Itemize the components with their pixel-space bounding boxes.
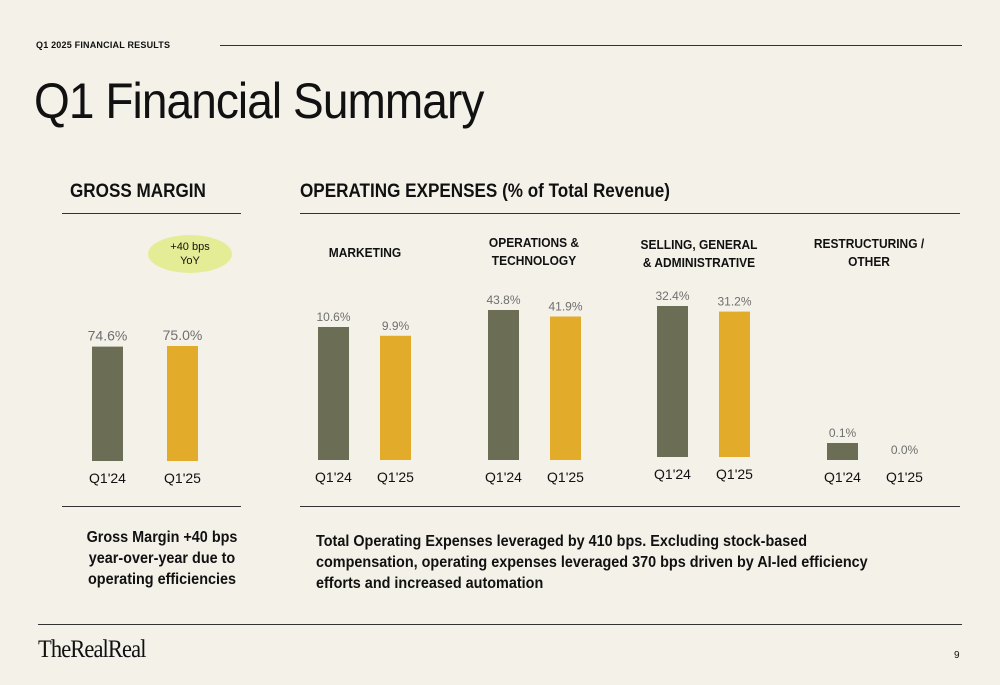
sga-heading: SELLING, GENERAL & ADMINISTRATIVE (621, 236, 777, 272)
category-label-2-1: Q1'25 (547, 469, 584, 485)
sga-heading-line2: & ADMINISTRATIVE (642, 255, 756, 270)
bar-3-0 (657, 306, 688, 457)
bar-0-0 (92, 346, 123, 461)
badge-change: +40 bps (170, 241, 210, 253)
restructuring-heading: RESTRUCTURING / OTHER (791, 235, 947, 271)
data-label-3-0: 32.4% (655, 289, 689, 303)
page-number: 9 (954, 650, 960, 661)
bar-0-1 (167, 346, 198, 461)
data-label-1-1: 9.9% (382, 319, 410, 333)
opex-heading-rule (300, 213, 960, 214)
category-label-1-1: Q1'25 (377, 469, 414, 485)
marketing-heading: MARKETING (328, 245, 402, 260)
header-rule (220, 45, 962, 46)
sga-heading-line1: SELLING, GENERAL (640, 237, 758, 252)
restructuring-heading-line2: OTHER (848, 254, 890, 269)
gross-margin-note: Gross Margin +40 bps year-over-year due … (86, 529, 238, 588)
company-logo: TheRealReal (38, 636, 146, 663)
bar-2-1 (550, 316, 581, 460)
gross-margin-heading: GROSS MARGIN (70, 181, 206, 202)
category-label-1-0: Q1'24 (315, 469, 352, 485)
category-label-3-0: Q1'24 (654, 466, 691, 482)
bar-2-0 (488, 310, 519, 460)
gross-margin-heading-rule (62, 213, 241, 214)
footer-rule (38, 624, 962, 625)
data-label-1-0: 10.6% (316, 310, 350, 324)
category-label-3-1: Q1'25 (716, 466, 753, 482)
data-label-0-0: 74.6% (88, 328, 128, 344)
gross-margin-yoy-badge: +40 bps YoY (148, 235, 232, 273)
page-title: Q1 Financial Summary (34, 73, 484, 129)
bar-3-1 (719, 311, 750, 457)
report-kicker: Q1 2025 FINANCIAL RESULTS (36, 40, 171, 50)
ops-tech-heading-line1: OPERATIONS & (488, 235, 580, 250)
category-label-0-1: Q1'25 (164, 470, 201, 486)
opex-heading: OPERATING EXPENSES (% of Total Revenue) (300, 181, 670, 202)
restructuring-heading-line1: RESTRUCTURING / (813, 236, 925, 251)
gross-margin-bottom-rule (62, 506, 241, 507)
opex-note: Total Operating Expenses leveraged by 41… (316, 533, 868, 592)
opex-bottom-rule (300, 506, 960, 507)
data-label-4-0: 0.1% (829, 426, 857, 440)
data-label-2-0: 43.8% (486, 293, 520, 307)
bar-1-1 (380, 335, 411, 460)
data-label-3-1: 31.2% (717, 295, 751, 309)
badge-period: YoY (180, 255, 200, 267)
ops-tech-heading: OPERATIONS & TECHNOLOGY (456, 234, 612, 270)
category-label-2-0: Q1'24 (485, 469, 522, 485)
category-label-4-1: Q1'25 (886, 469, 923, 485)
data-label-2-1: 41.9% (548, 300, 582, 314)
bar-4-0 (827, 443, 858, 460)
ops-tech-heading-line2: TECHNOLOGY (491, 253, 577, 268)
category-label-0-0: Q1'24 (89, 470, 126, 486)
data-label-4-1: 0.0% (891, 443, 919, 457)
bar-1-0 (318, 327, 349, 460)
category-label-4-0: Q1'24 (824, 469, 861, 485)
data-label-0-1: 75.0% (163, 327, 203, 343)
